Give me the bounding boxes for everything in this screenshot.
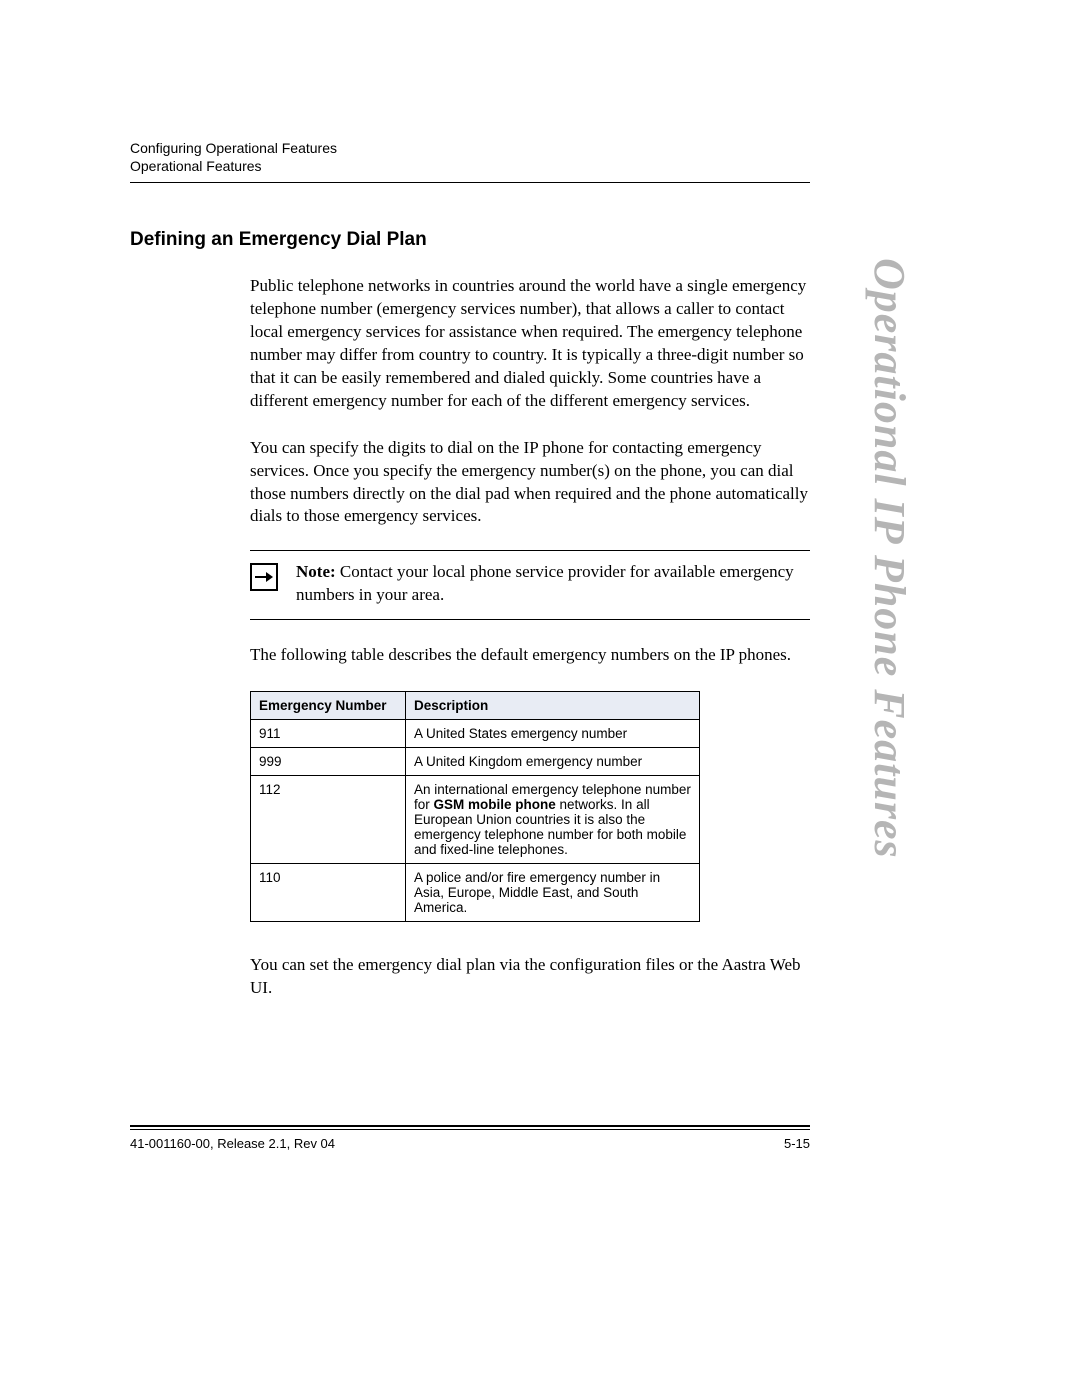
note-row: Note: Contact your local phone service p… [250, 551, 810, 619]
table-cell-description: A United Kingdom emergency number [406, 748, 700, 776]
header-rule [130, 182, 810, 183]
arrow-right-icon [250, 563, 278, 591]
footer-left: 41-001160-00, Release 2.1, Rev 04 [130, 1136, 335, 1151]
table-cell-number: 112 [251, 776, 406, 864]
note-block: Note: Contact your local phone service p… [250, 550, 810, 620]
table-header-number: Emergency Number [251, 692, 406, 720]
side-watermark: Operational IP Phone Features [864, 258, 915, 859]
footer-right: 5-15 [784, 1136, 810, 1151]
table-cell-description: A police and/or fire emergency number in… [406, 864, 700, 922]
note-text: Note: Contact your local phone service p… [296, 561, 810, 607]
table-row: 911 A United States emergency number [251, 720, 700, 748]
note-body: Contact your local phone service provide… [296, 562, 794, 604]
paragraph-3: The following table describes the defaul… [250, 644, 810, 667]
emergency-numbers-table: Emergency Number Description 911 A Unite… [250, 691, 700, 922]
paragraph-2: You can specify the digits to dial on th… [250, 437, 810, 529]
table-row: 112 An international emergency telephone… [251, 776, 700, 864]
table-header-description: Description [406, 692, 700, 720]
footer-rule-thin [130, 1129, 810, 1130]
table-cell-number: 911 [251, 720, 406, 748]
paragraph-1: Public telephone networks in countries a… [250, 275, 810, 413]
header-section: Operational Features [130, 158, 810, 180]
table-row: 110 A police and/or fire emergency numbe… [251, 864, 700, 922]
footer-row: 41-001160-00, Release 2.1, Rev 04 5-15 [130, 1136, 810, 1151]
table-cell-number: 999 [251, 748, 406, 776]
table-cell-number: 110 [251, 864, 406, 922]
footer-rule-thick [130, 1125, 810, 1127]
paragraph-4: You can set the emergency dial plan via … [250, 954, 810, 1000]
table-row: 999 A United Kingdom emergency number [251, 748, 700, 776]
page-footer: 41-001160-00, Release 2.1, Rev 04 5-15 [130, 1125, 810, 1151]
table-cell-description: A United States emergency number [406, 720, 700, 748]
page-heading: Defining an Emergency Dial Plan [130, 229, 810, 251]
note-label: Note: [296, 562, 336, 581]
table-header-row: Emergency Number Description [251, 692, 700, 720]
header-breadcrumb: Configuring Operational Features [130, 140, 810, 156]
table-cell-description: An international emergency telephone num… [406, 776, 700, 864]
note-rule-bottom [250, 619, 810, 620]
page-content: Configuring Operational Features Operati… [130, 140, 810, 1000]
